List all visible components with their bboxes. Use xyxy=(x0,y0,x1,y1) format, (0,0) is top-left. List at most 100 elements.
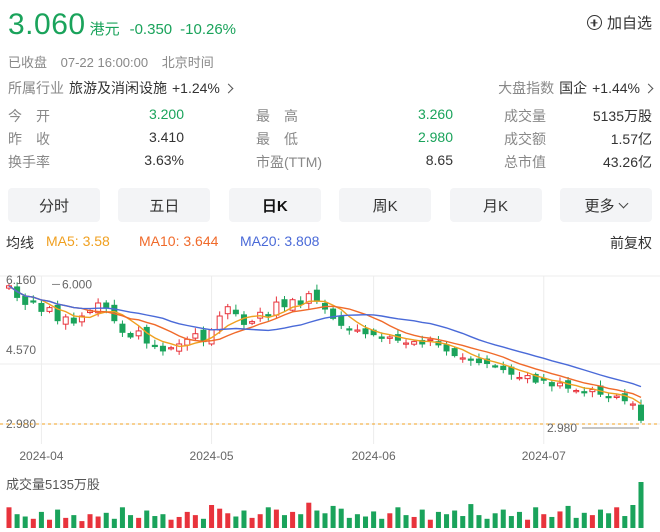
tab-weekly-k[interactable]: 周K xyxy=(339,188,432,222)
volume-bar xyxy=(63,517,69,528)
price-change: -0.350 xyxy=(129,21,173,38)
candle xyxy=(297,300,304,305)
volume-bar xyxy=(306,502,312,528)
volume-bar xyxy=(290,511,296,528)
candle xyxy=(46,307,53,312)
volume-bar xyxy=(379,518,385,528)
candle xyxy=(70,317,77,324)
kline-chart[interactable]: 6.160 4.570 2.980 6.000 2.980 2024-04 2024-05 2… xyxy=(0,258,660,532)
volume-bar xyxy=(638,482,644,528)
stat-pe: 8.65 xyxy=(425,152,453,168)
index-name: 国企 xyxy=(559,80,588,96)
ma20-line xyxy=(8,285,642,388)
candle xyxy=(419,339,426,345)
stat-label: 市盈(TTM) xyxy=(256,154,323,170)
candle xyxy=(289,299,296,311)
candle xyxy=(151,344,158,348)
volume-bar xyxy=(403,515,409,528)
industry-link[interactable]: 所属行业 旅游及消闲设施 +1.24% xyxy=(8,78,234,98)
volume-bar xyxy=(47,519,53,528)
volume-bar xyxy=(22,516,28,528)
candle xyxy=(159,345,166,352)
volume-bar xyxy=(525,519,531,528)
stat-label: 总市值 xyxy=(504,154,546,170)
status-timezone: 北京时间 xyxy=(161,55,214,70)
candle xyxy=(613,395,620,398)
volume-bar xyxy=(549,516,555,528)
industry-label: 所属行业 xyxy=(8,80,64,96)
volume-bar xyxy=(622,516,628,528)
ma-legend: 均线 MA5: 3.58 MA10: 3.644 MA20: 3.808 前复权 xyxy=(6,233,652,251)
candle xyxy=(103,302,110,309)
volume-bar xyxy=(144,510,150,528)
ma-title: 均线 xyxy=(6,235,34,251)
volume-bar xyxy=(354,514,360,528)
candle xyxy=(313,289,320,302)
volume-bar xyxy=(387,513,393,528)
stat-label: 今 开 xyxy=(8,108,50,124)
volume-bar xyxy=(136,517,142,528)
candle xyxy=(249,321,256,324)
y-tick-label: 2.980 xyxy=(6,417,36,431)
candle xyxy=(378,336,385,339)
volume-bar xyxy=(184,511,190,528)
stat-low: 2.980 xyxy=(417,129,453,145)
candle xyxy=(589,389,596,393)
add-watchlist-button[interactable]: 加自选 xyxy=(586,12,652,33)
volume-bar xyxy=(160,514,166,528)
stat-volume: 5135万股 xyxy=(592,108,652,124)
candle xyxy=(22,295,29,305)
candle xyxy=(637,404,645,421)
volume-bar xyxy=(427,519,433,528)
volume-bar xyxy=(128,515,134,528)
volume-bar xyxy=(103,512,109,528)
candle xyxy=(451,348,458,357)
stat-label: 最 高 xyxy=(256,108,298,124)
volume-bar xyxy=(71,515,77,528)
candle xyxy=(338,315,345,326)
market-index-link[interactable]: 大盘指数 国企 +1.44% xyxy=(498,78,654,98)
x-tick-label: 2024-04 xyxy=(19,449,63,463)
volume-bar xyxy=(589,515,595,528)
volume-bar xyxy=(597,509,603,528)
tab-intraday[interactable]: 分时 xyxy=(8,188,100,222)
tab-five-day[interactable]: 五日 xyxy=(118,188,211,222)
candle xyxy=(330,308,337,319)
volume-bar xyxy=(233,516,239,528)
stat-label: 昨 收 xyxy=(8,131,50,147)
volume-bar xyxy=(419,509,425,528)
volume-bar xyxy=(573,517,579,528)
stat-market-cap: 43.26亿 xyxy=(602,154,652,170)
tab-daily-k[interactable]: 日K xyxy=(228,188,321,222)
tab-monthly-k[interactable]: 月K xyxy=(449,188,542,222)
candle xyxy=(281,299,288,308)
currency-label: 港元 xyxy=(89,21,120,38)
stats-row: 昨 收 3.410 最 低 2.980 成交额 1.57亿 xyxy=(8,129,652,152)
plus-circle-icon xyxy=(586,15,602,30)
volume-bar xyxy=(152,516,158,528)
volume-bar xyxy=(606,513,612,528)
stat-high: 3.260 xyxy=(417,106,453,122)
volume-bar xyxy=(322,513,328,528)
candle xyxy=(581,391,588,394)
candle xyxy=(411,341,418,345)
volume-bar xyxy=(363,516,369,528)
volume-bar xyxy=(460,516,466,528)
volume-bar xyxy=(265,507,271,528)
price-change-pct: -10.26% xyxy=(180,21,237,38)
candle xyxy=(540,378,547,381)
tab-more[interactable]: 更多 xyxy=(559,188,652,222)
volume-bar xyxy=(209,505,215,528)
volume-bar xyxy=(444,514,450,528)
candle xyxy=(78,315,85,323)
volume-bar xyxy=(395,507,401,528)
volume-bar xyxy=(330,505,336,528)
candle xyxy=(427,338,434,341)
candle xyxy=(265,314,272,317)
adjust-mode-button[interactable]: 前复权 xyxy=(610,235,652,251)
volume-bar xyxy=(200,518,206,528)
candle xyxy=(403,342,410,345)
candle xyxy=(135,330,142,337)
stat-label: 换手率 xyxy=(8,154,50,170)
status-text: 已收盘 xyxy=(8,55,48,70)
